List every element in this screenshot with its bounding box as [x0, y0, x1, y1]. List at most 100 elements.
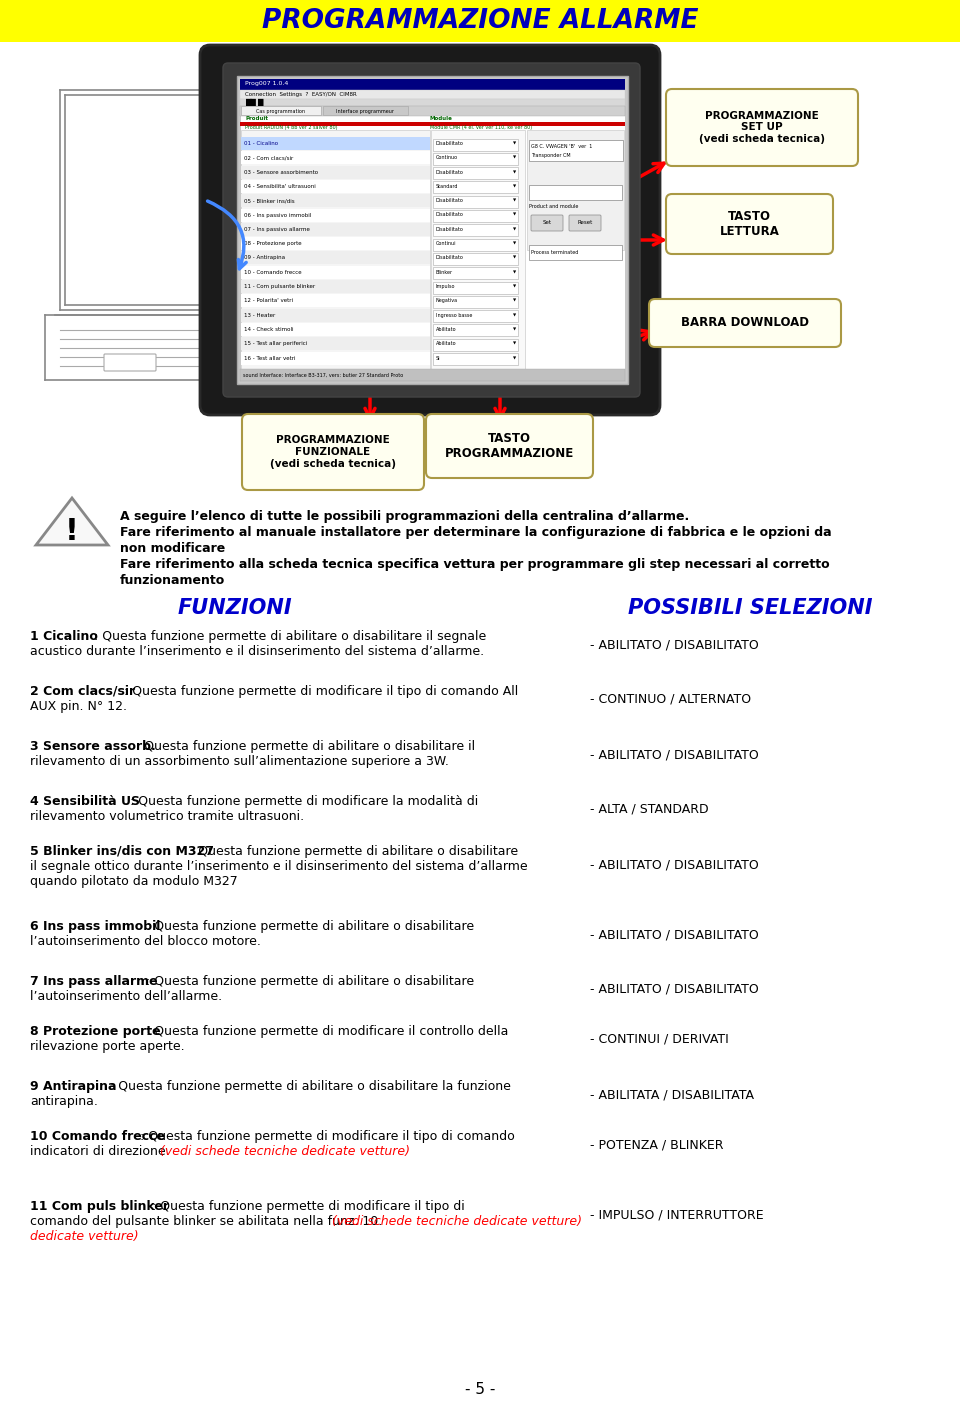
- Bar: [241, 151, 430, 164]
- FancyBboxPatch shape: [666, 194, 833, 255]
- Text: Set: Set: [542, 219, 551, 225]
- Text: - ABILITATO / DISABILITATO: - ABILITATO / DISABILITATO: [590, 749, 758, 761]
- Text: Abilitato: Abilitato: [436, 327, 457, 333]
- Polygon shape: [36, 498, 108, 545]
- FancyBboxPatch shape: [241, 106, 321, 115]
- FancyBboxPatch shape: [433, 338, 517, 351]
- Text: : Questa funzione permette di abilitare o disabilitare: : Questa funzione permette di abilitare …: [138, 975, 474, 988]
- Text: ▼: ▼: [513, 142, 516, 146]
- FancyBboxPatch shape: [104, 354, 156, 371]
- Text: 14 - Check stimoli: 14 - Check stimoli: [244, 327, 294, 333]
- Text: AUX pin. N° 12.: AUX pin. N° 12.: [30, 700, 127, 713]
- Bar: [240, 369, 625, 381]
- Text: : Questa funzione permette di modificare il tipo di: : Questa funzione permette di modificare…: [144, 1200, 465, 1213]
- Text: ▼: ▼: [513, 284, 516, 289]
- Text: 15 - Test allar periferici: 15 - Test allar periferici: [244, 341, 307, 347]
- Text: Disabilitato: Disabilitato: [436, 170, 464, 174]
- Text: acustico durante l’inserimento e il disinserimento del sistema d’allarme.: acustico durante l’inserimento e il disi…: [30, 645, 484, 658]
- FancyBboxPatch shape: [433, 167, 517, 180]
- Bar: [241, 137, 430, 150]
- Bar: [241, 222, 430, 236]
- Bar: [241, 294, 430, 307]
- Bar: [529, 185, 622, 200]
- FancyBboxPatch shape: [242, 415, 424, 490]
- Text: antirapina.: antirapina.: [30, 1095, 98, 1108]
- Text: Disabilitato: Disabilitato: [436, 212, 464, 218]
- Text: ▼: ▼: [513, 242, 516, 246]
- Bar: [241, 166, 430, 178]
- FancyBboxPatch shape: [433, 181, 517, 194]
- Text: ▼: ▼: [513, 357, 516, 359]
- Text: ▼: ▼: [513, 170, 516, 174]
- Bar: [240, 79, 625, 381]
- Text: sound Interface: Interface B3-317, vers: butier 27 Standard Proto: sound Interface: Interface B3-317, vers:…: [243, 372, 403, 378]
- FancyBboxPatch shape: [426, 415, 593, 478]
- Bar: [431, 130, 525, 375]
- FancyBboxPatch shape: [433, 139, 517, 150]
- Text: ▼: ▼: [513, 198, 516, 202]
- Text: : Questa funzione permette di abilitare o disabilitare la funzione: : Questa funzione permette di abilitare …: [102, 1080, 511, 1092]
- Text: rilevamento volumetrico tramite ultrasuoni.: rilevamento volumetrico tramite ultrasuo…: [30, 809, 304, 824]
- FancyBboxPatch shape: [323, 106, 408, 115]
- Bar: [241, 238, 430, 250]
- Text: l’autoinserimento del blocco motore.: l’autoinserimento del blocco motore.: [30, 935, 261, 948]
- Text: 9 Antirapina: 9 Antirapina: [30, 1080, 116, 1092]
- Text: FUNZIONI: FUNZIONI: [178, 599, 292, 618]
- Text: ▼: ▼: [513, 341, 516, 345]
- Text: : Questa funzione permette di abilitare o disabilitare: : Questa funzione permette di abilitare …: [138, 920, 474, 932]
- Bar: [240, 99, 625, 106]
- Text: !: !: [65, 518, 79, 546]
- FancyBboxPatch shape: [569, 215, 601, 231]
- Text: TASTO
PROGRAMMAZIONE: TASTO PROGRAMMAZIONE: [444, 432, 574, 460]
- Text: - CONTINUI / DERIVATI: - CONTINUI / DERIVATI: [590, 1033, 729, 1046]
- Text: ▼: ▼: [513, 313, 516, 317]
- Text: : Questa funzione permette di modificare la modalità di: : Questa funzione permette di modificare…: [126, 795, 478, 808]
- Text: TASTO
LETTURA: TASTO LETTURA: [720, 209, 780, 238]
- Text: ██ █: ██ █: [245, 99, 263, 106]
- Text: : Questa funzione permette di modificare il controllo della: : Questa funzione permette di modificare…: [138, 1024, 509, 1039]
- FancyBboxPatch shape: [433, 225, 517, 236]
- Text: rilevamento di un assorbimento sull’alimentazione superiore a 3W.: rilevamento di un assorbimento sull’alim…: [30, 756, 449, 768]
- Text: 07 - Ins passivo allarme: 07 - Ins passivo allarme: [244, 226, 310, 232]
- Bar: [237, 76, 628, 383]
- Text: - ABILITATO / DISABILITATO: - ABILITATO / DISABILITATO: [590, 638, 758, 651]
- Text: non modificare: non modificare: [120, 542, 226, 555]
- Text: 10 - Comando frecce: 10 - Comando frecce: [244, 270, 301, 275]
- Text: : Questa funzione permette di abilitare o disabilitare: : Questa funzione permette di abilitare …: [186, 845, 518, 857]
- Text: PROGRAMMAZIONE
SET UP
(vedi scheda tecnica): PROGRAMMAZIONE SET UP (vedi scheda tecni…: [699, 110, 825, 144]
- Text: 4 Sensibilità US: 4 Sensibilità US: [30, 795, 140, 808]
- Text: Abilitato: Abilitato: [436, 341, 457, 347]
- Text: ▼: ▼: [513, 214, 516, 216]
- Text: Fare riferimento al manuale installatore per determinare la configurazione di fa: Fare riferimento al manuale installatore…: [120, 526, 831, 539]
- Text: Produit: Produit: [245, 116, 268, 122]
- FancyBboxPatch shape: [529, 140, 622, 160]
- Bar: [240, 91, 625, 99]
- Bar: [529, 245, 622, 260]
- Text: 09 - Antirapina: 09 - Antirapina: [244, 255, 285, 260]
- FancyBboxPatch shape: [433, 209, 517, 222]
- Text: - ABILITATO / DISABILITATO: - ABILITATO / DISABILITATO: [590, 857, 758, 872]
- Text: Disabilitato: Disabilitato: [436, 142, 464, 146]
- Text: ▼: ▼: [513, 327, 516, 331]
- Text: 04 - Sensibilita' ultrasuoni: 04 - Sensibilita' ultrasuoni: [244, 184, 316, 188]
- Text: PROGRAMMAZIONE ALLARME: PROGRAMMAZIONE ALLARME: [262, 8, 698, 34]
- FancyBboxPatch shape: [433, 296, 517, 308]
- Text: 12 - Polarita' vetri: 12 - Polarita' vetri: [244, 299, 293, 303]
- Text: 5 Blinker ins/dis con M327: 5 Blinker ins/dis con M327: [30, 845, 214, 857]
- Text: ▼: ▼: [513, 256, 516, 260]
- Text: Impulso: Impulso: [436, 284, 455, 289]
- Text: dedicate vetture): dedicate vetture): [30, 1230, 138, 1242]
- Text: Fare riferimento alla scheda tecnica specifica vettura per programmare gli step : Fare riferimento alla scheda tecnica spe…: [120, 558, 829, 572]
- Text: Disabilitato: Disabilitato: [436, 226, 464, 232]
- Text: - ALTA / STANDARD: - ALTA / STANDARD: [590, 802, 708, 816]
- Text: G8 C. VWAGEN 'B'  ver  1: G8 C. VWAGEN 'B' ver 1: [531, 144, 592, 150]
- Text: 05 - Blinker ins/dis: 05 - Blinker ins/dis: [244, 198, 295, 204]
- Text: 02 - Com clacs/sir: 02 - Com clacs/sir: [244, 156, 293, 160]
- Text: comando del pulsante blinker se abilitata nella funz. 10.: comando del pulsante blinker se abilitat…: [30, 1215, 386, 1228]
- Text: 3 Sensore assorb.: 3 Sensore assorb.: [30, 740, 156, 753]
- Text: 03 - Sensore assorbimento: 03 - Sensore assorbimento: [244, 170, 318, 174]
- Text: (vedi schede tecniche dedicate vetture): (vedi schede tecniche dedicate vetture): [331, 1215, 582, 1228]
- Bar: [241, 351, 430, 365]
- Text: PROGRAMMAZIONE
FUNZIONALE
(vedi scheda tecnica): PROGRAMMAZIONE FUNZIONALE (vedi scheda t…: [270, 436, 396, 468]
- Text: A seguire l’elenco di tutte le possibili programmazioni della centralina d’allar: A seguire l’elenco di tutte le possibili…: [120, 509, 689, 524]
